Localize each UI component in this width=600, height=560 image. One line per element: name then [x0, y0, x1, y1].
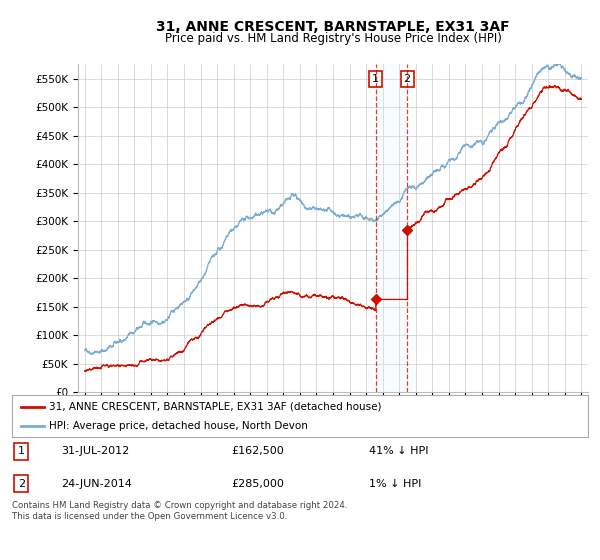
Text: 1: 1 [18, 446, 25, 456]
Text: HPI: Average price, detached house, North Devon: HPI: Average price, detached house, Nort… [49, 421, 308, 431]
Text: 2: 2 [404, 74, 411, 84]
Text: 31-JUL-2012: 31-JUL-2012 [61, 446, 129, 456]
Text: £162,500: £162,500 [231, 446, 284, 456]
Text: 41% ↓ HPI: 41% ↓ HPI [369, 446, 428, 456]
Bar [376, 64, 407, 392]
Text: 31, ANNE CRESCENT, BARNSTAPLE, EX31 3AF (detached house): 31, ANNE CRESCENT, BARNSTAPLE, EX31 3AF … [49, 402, 382, 412]
Text: 1: 1 [372, 74, 379, 84]
Text: £285,000: £285,000 [231, 479, 284, 489]
Text: 24-JUN-2014: 24-JUN-2014 [61, 479, 132, 489]
Text: Price paid vs. HM Land Registry's House Price Index (HPI): Price paid vs. HM Land Registry's House … [164, 32, 502, 45]
Text: 2: 2 [18, 479, 25, 489]
Text: 1% ↓ HPI: 1% ↓ HPI [369, 479, 421, 489]
Text: 31, ANNE CRESCENT, BARNSTAPLE, EX31 3AF: 31, ANNE CRESCENT, BARNSTAPLE, EX31 3AF [156, 20, 510, 34]
Text: Contains HM Land Registry data © Crown copyright and database right 2024.
This d: Contains HM Land Registry data © Crown c… [12, 501, 347, 521]
